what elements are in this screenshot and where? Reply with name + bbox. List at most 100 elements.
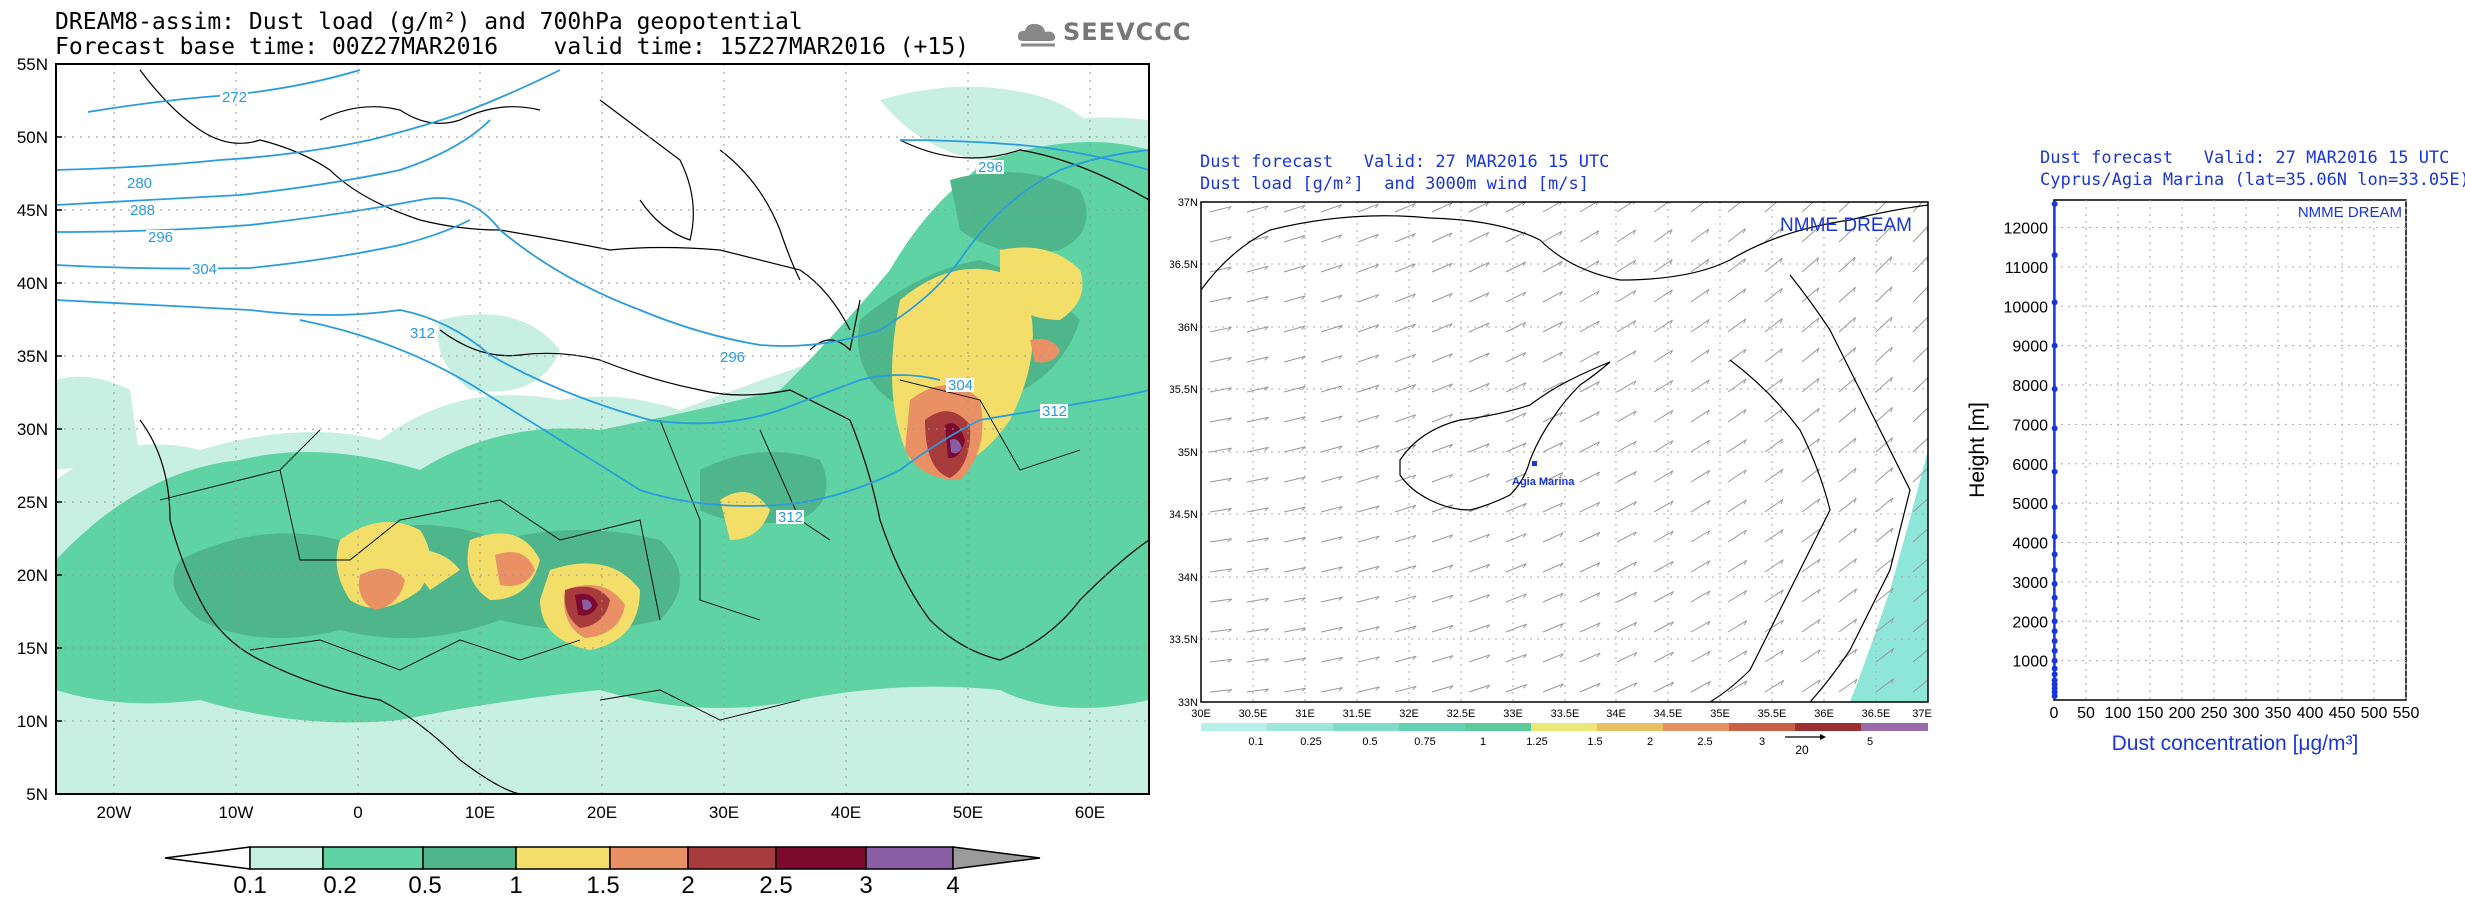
y-tick-label: 7000 xyxy=(2012,417,2048,434)
wind-vector-head xyxy=(1227,447,1232,452)
contour-label: 272 xyxy=(222,89,247,106)
wind-vector xyxy=(1357,686,1380,693)
wind-vector xyxy=(1246,356,1269,363)
wind-vector-head xyxy=(1522,261,1527,267)
wind-vector-head xyxy=(1338,264,1343,270)
wind-vector xyxy=(1764,589,1784,603)
wind-vector xyxy=(1542,562,1564,573)
wind-vector-head xyxy=(1227,417,1232,422)
wind-vector xyxy=(1690,288,1710,303)
wind-vector-head xyxy=(1743,529,1747,535)
wind-vector xyxy=(1468,202,1489,213)
wind-vector xyxy=(1838,202,1851,213)
wind-vector xyxy=(1246,295,1269,303)
wind-vector-head xyxy=(1817,649,1821,655)
wind-vector xyxy=(1616,410,1637,423)
wind-vector-head xyxy=(1227,628,1233,633)
lon-label: 30.5E xyxy=(1239,708,1268,720)
wind-vector-head xyxy=(1374,233,1379,239)
wind-vector-head xyxy=(1633,652,1638,657)
wind-vector-head xyxy=(1448,262,1453,268)
wind-vector-head xyxy=(1817,589,1821,595)
wind-vector xyxy=(1801,287,1820,303)
wind-vector-head xyxy=(1264,658,1270,663)
wind-vector xyxy=(1209,689,1232,693)
colorbar-label: 4 xyxy=(946,872,959,899)
lon-label: 32.5E xyxy=(1447,708,1476,720)
colorbar-label: 1 xyxy=(1480,736,1486,748)
lat-label: 5N xyxy=(26,785,48,804)
wind-vector-head xyxy=(1927,196,1928,201)
wind-vector xyxy=(1357,535,1380,543)
wind-vector xyxy=(1209,658,1232,663)
wind-vector xyxy=(1727,559,1747,573)
wind-vector-head xyxy=(1743,590,1748,595)
wind-vector-head xyxy=(1743,559,1748,565)
lon-label: 50E xyxy=(953,803,983,822)
wind-vector xyxy=(1653,681,1674,693)
wind-vector-head xyxy=(1264,597,1270,602)
lon-label: 32E xyxy=(1399,708,1419,720)
panel3-brand: NMME DREAM xyxy=(2298,204,2402,221)
wind-vector-head xyxy=(1779,257,1783,263)
wind-vector xyxy=(1320,355,1343,363)
wind-vector-head xyxy=(1264,477,1269,482)
wind-vector xyxy=(1616,501,1637,513)
wind-vector xyxy=(1357,384,1380,393)
wind-vector xyxy=(1838,618,1857,633)
lon-label: 36.5E xyxy=(1862,708,1891,720)
wind-vector xyxy=(1579,501,1600,513)
wind-vector-head xyxy=(1227,326,1232,331)
wind-vector xyxy=(1209,387,1232,393)
contour-label: 304 xyxy=(192,261,217,278)
wind-vector-head xyxy=(1227,236,1232,241)
wind-vector xyxy=(1320,264,1343,273)
wind-vector-head xyxy=(1411,233,1416,238)
wind-vector-head xyxy=(1853,226,1856,232)
panel1-lon-labels: 20W 10W 0 10E 20E 30E 40E 50E 60E xyxy=(97,803,1106,822)
wind-vector xyxy=(1912,225,1928,243)
panel3-y-tick-labels: 1000 2000 3000 4000 5000 6000 7000 8000 9000 1000… xyxy=(2004,221,2049,671)
wind-vector-head xyxy=(1706,560,1711,566)
wind-vector-head xyxy=(1301,204,1306,210)
wind-vector xyxy=(1616,380,1637,393)
wind-vector xyxy=(1579,622,1601,633)
wind-vector-head xyxy=(1707,620,1711,626)
wind-vector xyxy=(1801,528,1821,543)
wind-vector xyxy=(1653,500,1674,513)
panel3-series xyxy=(2051,200,2058,700)
wind-vector xyxy=(1912,376,1928,393)
wind-vector-head xyxy=(1890,527,1894,533)
wind-vector xyxy=(1320,626,1343,633)
wind-vector xyxy=(1209,507,1232,513)
wind-vector-head xyxy=(1669,229,1673,235)
wind-vector xyxy=(1431,594,1454,603)
wind-vector-head xyxy=(1816,287,1820,293)
wind-vector xyxy=(1246,628,1269,633)
wind-vector-head xyxy=(1375,565,1380,571)
wind-vector-head xyxy=(1890,437,1894,443)
wind-vector-head xyxy=(1853,197,1855,202)
wind-vector xyxy=(1357,656,1380,663)
x-tick-label: 200 xyxy=(2169,705,2196,722)
wind-vector-head xyxy=(1338,626,1343,631)
wind-vector xyxy=(1394,444,1416,453)
wind-vector-head xyxy=(1596,682,1601,688)
wind-vector-head xyxy=(1853,528,1857,534)
wind-vector-head xyxy=(1743,620,1748,626)
lon-label: 10W xyxy=(219,803,254,822)
wind-vector-head xyxy=(1448,413,1453,419)
wind-vector-head xyxy=(1706,349,1710,355)
wind-vector xyxy=(1431,504,1453,513)
wind-vector-head xyxy=(1301,265,1306,270)
wind-vector-head xyxy=(1780,378,1784,384)
wind-vector xyxy=(1838,317,1856,333)
lon-label: 33E xyxy=(1503,708,1523,720)
wind-vector-head xyxy=(1559,562,1564,568)
dust-profile-point xyxy=(2051,647,2058,654)
wind-vector-head xyxy=(1301,597,1306,602)
panel2-title-line1: Dust forecast Valid: 27 MAR2016 15 UTC xyxy=(1200,152,1610,172)
wind-vector xyxy=(1875,678,1894,693)
lat-label: 35N xyxy=(1178,447,1198,459)
dust-profile-point xyxy=(2051,594,2058,601)
